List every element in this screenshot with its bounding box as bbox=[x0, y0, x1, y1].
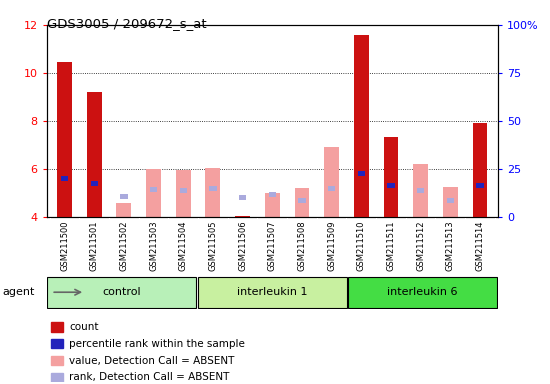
Text: GSM211509: GSM211509 bbox=[327, 220, 336, 270]
Bar bbox=[328, 185, 336, 191]
Text: value, Detection Call = ABSENT: value, Detection Call = ABSENT bbox=[69, 356, 235, 366]
Bar bbox=[47, 277, 196, 308]
Bar bbox=[61, 176, 68, 181]
Bar bbox=[120, 194, 128, 199]
Text: GSM211506: GSM211506 bbox=[238, 220, 247, 271]
Bar bbox=[443, 187, 458, 217]
Bar bbox=[265, 193, 279, 217]
Text: GSM211514: GSM211514 bbox=[475, 220, 485, 270]
Bar bbox=[179, 188, 187, 193]
Bar bbox=[176, 170, 191, 217]
Bar bbox=[146, 169, 161, 217]
Bar bbox=[197, 277, 347, 308]
Bar bbox=[117, 203, 131, 217]
Text: GSM211503: GSM211503 bbox=[149, 220, 158, 271]
Bar bbox=[268, 192, 276, 197]
Text: interleukin 1: interleukin 1 bbox=[237, 287, 307, 297]
Bar bbox=[294, 188, 309, 217]
Text: agent: agent bbox=[3, 287, 35, 297]
Text: GSM211502: GSM211502 bbox=[119, 220, 128, 270]
Text: GDS3005 / 209672_s_at: GDS3005 / 209672_s_at bbox=[47, 17, 206, 30]
Text: GSM211504: GSM211504 bbox=[179, 220, 188, 270]
Text: rank, Detection Call = ABSENT: rank, Detection Call = ABSENT bbox=[69, 372, 230, 382]
Bar bbox=[150, 187, 157, 192]
Bar bbox=[239, 195, 246, 200]
Bar bbox=[354, 35, 369, 217]
Bar bbox=[57, 62, 72, 217]
Text: GSM211510: GSM211510 bbox=[357, 220, 366, 270]
Bar bbox=[413, 164, 428, 217]
Text: interleukin 6: interleukin 6 bbox=[387, 287, 458, 297]
Bar bbox=[206, 168, 221, 217]
Bar bbox=[387, 183, 395, 189]
Text: GSM211508: GSM211508 bbox=[298, 220, 306, 271]
Bar bbox=[476, 183, 483, 189]
Bar bbox=[87, 92, 102, 217]
Text: GSM211505: GSM211505 bbox=[208, 220, 217, 270]
Text: GSM211507: GSM211507 bbox=[268, 220, 277, 271]
Text: GSM211500: GSM211500 bbox=[60, 220, 69, 270]
Bar bbox=[447, 197, 454, 203]
Text: percentile rank within the sample: percentile rank within the sample bbox=[69, 339, 245, 349]
Text: GSM211511: GSM211511 bbox=[387, 220, 395, 270]
Bar bbox=[417, 188, 424, 193]
Bar bbox=[209, 185, 217, 191]
Bar bbox=[51, 339, 63, 349]
Text: GSM211513: GSM211513 bbox=[446, 220, 455, 271]
Bar bbox=[358, 171, 365, 176]
Bar bbox=[348, 277, 497, 308]
Bar bbox=[51, 356, 63, 365]
Text: GSM211501: GSM211501 bbox=[90, 220, 98, 270]
Bar bbox=[91, 181, 98, 186]
Text: GSM211512: GSM211512 bbox=[416, 220, 425, 270]
Bar bbox=[383, 137, 398, 217]
Text: count: count bbox=[69, 322, 99, 332]
Bar bbox=[298, 197, 306, 203]
Bar bbox=[235, 216, 250, 217]
Bar bbox=[51, 372, 63, 382]
Bar bbox=[51, 322, 63, 332]
Bar bbox=[324, 147, 339, 217]
Text: control: control bbox=[103, 287, 141, 297]
Bar bbox=[472, 123, 487, 217]
